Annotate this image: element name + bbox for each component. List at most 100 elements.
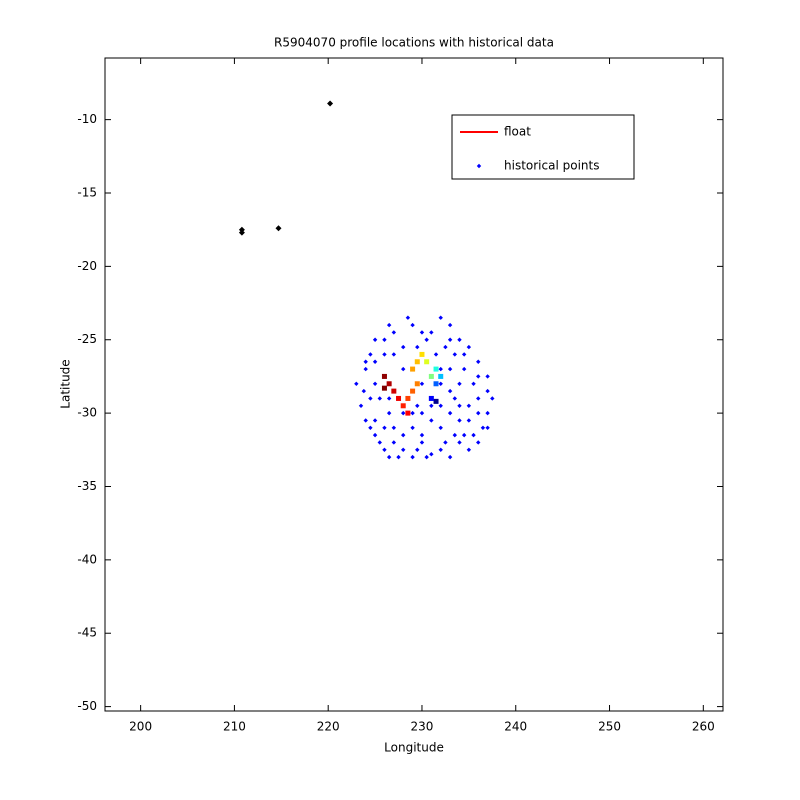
historical-point (391, 425, 397, 430)
y-tick-label: -20 (77, 259, 97, 273)
historical-point (447, 366, 453, 372)
historical-point (372, 418, 378, 423)
historical-point (391, 352, 397, 357)
float-point (433, 381, 439, 387)
historical-point (476, 410, 481, 416)
historical-point (419, 330, 425, 335)
historical-point (410, 425, 415, 430)
legend-label: historical points (504, 159, 599, 173)
historical-point (372, 432, 378, 438)
historical-point (415, 403, 420, 408)
float-point (381, 373, 387, 379)
float-point (419, 351, 425, 357)
chart-title: R5904070 profile locations with historic… (274, 36, 554, 50)
historical-point (401, 344, 406, 350)
historical-point (363, 418, 368, 423)
historical-point (466, 403, 472, 408)
historical-point (401, 447, 406, 452)
float-point (414, 381, 420, 387)
historical-point (452, 352, 457, 357)
float-point (386, 381, 392, 387)
historical-point (433, 352, 439, 357)
historical-point (485, 388, 490, 394)
historical-point (382, 447, 387, 452)
y-tick-label: -35 (77, 479, 97, 493)
historical-point (485, 374, 490, 379)
point (275, 225, 282, 232)
historical-point (415, 447, 420, 452)
float-point (396, 395, 402, 401)
y-tick-label: -15 (77, 186, 97, 200)
float-point (405, 410, 411, 416)
historical-point (358, 403, 364, 408)
legend-box (451, 114, 635, 180)
historical-point (447, 337, 453, 342)
float-point (424, 359, 430, 365)
x-tick-label: 200 (129, 720, 152, 734)
historical-point (471, 432, 476, 438)
float-point (405, 395, 411, 401)
historical-point (363, 366, 368, 372)
historical-point (461, 366, 467, 372)
historical-point (485, 410, 490, 416)
historical-point (382, 425, 387, 430)
historical-point (424, 454, 429, 460)
float-point (410, 388, 416, 394)
float-point (428, 373, 434, 379)
historical-point (401, 410, 406, 416)
historical-point (457, 381, 462, 386)
float-point (410, 366, 416, 372)
x-tick-label: 260 (692, 720, 715, 734)
historical-point (391, 330, 397, 335)
historical-point (476, 359, 481, 364)
historical-point (490, 396, 495, 401)
historical-point (443, 440, 448, 445)
historical-point (476, 163, 482, 169)
historical-point (401, 366, 406, 372)
historical-point (438, 447, 443, 452)
float-point (381, 385, 387, 391)
float-point (414, 359, 420, 365)
point (238, 229, 245, 236)
historical-point (461, 352, 467, 357)
historical-point (447, 322, 453, 328)
legend-label: float (504, 125, 531, 139)
historical-point (438, 381, 443, 386)
x-tick-label: 210 (223, 720, 246, 734)
historical-point (485, 425, 490, 430)
historical-point (419, 381, 425, 386)
historical-point (447, 388, 453, 394)
historical-point (419, 432, 425, 438)
historical-point (457, 337, 462, 342)
historical-point (405, 315, 411, 320)
historical-point (429, 403, 434, 408)
x-tick-label: 230 (411, 720, 434, 734)
historical-point (377, 396, 382, 401)
historical-point (368, 425, 373, 430)
historical-point (372, 337, 378, 342)
historical-point (466, 418, 472, 423)
historical-point (452, 396, 457, 401)
historical-point (415, 344, 420, 350)
historical-point (401, 432, 406, 438)
float-point (391, 388, 397, 394)
historical-point (457, 440, 462, 445)
y-tick-label: -50 (77, 699, 97, 713)
float-point (400, 403, 406, 409)
float-point (438, 373, 444, 379)
historical-point (443, 344, 448, 350)
historical-point (410, 322, 415, 328)
float-point (428, 395, 434, 401)
x-tick-label: 250 (598, 720, 621, 734)
y-axis-label: Latitude (59, 359, 73, 408)
historical-point (396, 454, 401, 460)
historical-point (386, 454, 392, 460)
historical-point (438, 366, 443, 372)
historical-point (368, 352, 373, 357)
historical-point (480, 425, 486, 430)
historical-point (382, 337, 387, 342)
y-tick-label: -10 (77, 112, 97, 126)
historical-point (457, 418, 462, 423)
historical-point (419, 440, 425, 445)
historical-point (354, 381, 359, 386)
